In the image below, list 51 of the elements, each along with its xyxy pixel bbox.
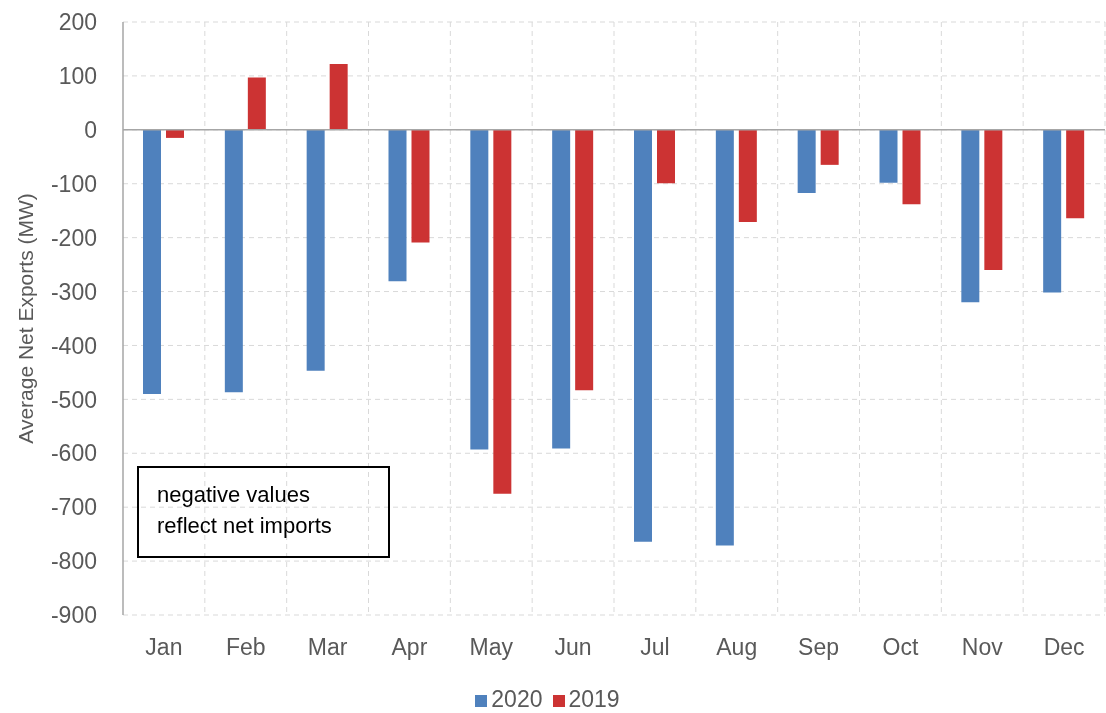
bar — [329, 64, 348, 130]
bar — [961, 129, 980, 303]
y-tick-label: 200 — [58, 9, 97, 36]
bar — [575, 129, 594, 391]
x-tick-label: Nov — [961, 634, 1004, 661]
y-tick-label: -700 — [50, 494, 97, 521]
y-tick-label: -300 — [50, 278, 97, 305]
y-tick-label: -900 — [50, 602, 97, 629]
x-tick-label: Jun — [554, 634, 592, 661]
bar — [902, 129, 921, 205]
bar — [797, 129, 816, 193]
bar — [411, 129, 430, 243]
bar — [984, 129, 1003, 270]
bar — [657, 129, 675, 184]
bar — [879, 129, 898, 183]
y-tick-label: 100 — [58, 63, 97, 90]
x-tick-label: Sep — [798, 634, 840, 661]
y-tick-label: -600 — [50, 440, 97, 467]
bar — [820, 129, 839, 165]
x-tick-label: Mar — [307, 634, 348, 661]
x-tick-label: Feb — [225, 634, 266, 661]
legend-label: 2020 — [491, 686, 543, 712]
y-tick-label: -400 — [50, 332, 97, 359]
x-tick-label: Aug — [716, 634, 758, 661]
bar — [738, 129, 757, 222]
bar — [715, 129, 734, 546]
annotation: negative values reflect net imports — [157, 481, 333, 540]
bar — [143, 129, 161, 394]
bar — [470, 129, 489, 450]
y-tick-label: -100 — [50, 170, 97, 197]
bar — [1043, 129, 1062, 293]
x-tick-label: Jul — [640, 634, 670, 661]
bar — [634, 129, 652, 542]
bar — [224, 129, 243, 393]
bar — [552, 129, 571, 449]
x-tick-label: Dec — [1043, 634, 1085, 661]
x-tick-label: Jan — [145, 634, 183, 661]
legend-label: 2019 — [568, 686, 620, 712]
bar — [1066, 129, 1085, 219]
bar — [388, 129, 407, 282]
x-tick-label: Apr — [391, 634, 428, 661]
y-axis-title: Average Net Exports (MW) — [13, 193, 37, 444]
bar — [493, 129, 512, 494]
x-tick-label: Oct — [882, 634, 919, 661]
bar — [247, 77, 266, 130]
y-tick-label: -200 — [50, 224, 97, 251]
y-tick-label: 0 — [84, 116, 97, 143]
x-tick-label: May — [469, 634, 514, 661]
y-tick-label: -500 — [50, 386, 97, 413]
bar — [306, 129, 325, 371]
y-tick-label: -800 — [50, 548, 97, 575]
